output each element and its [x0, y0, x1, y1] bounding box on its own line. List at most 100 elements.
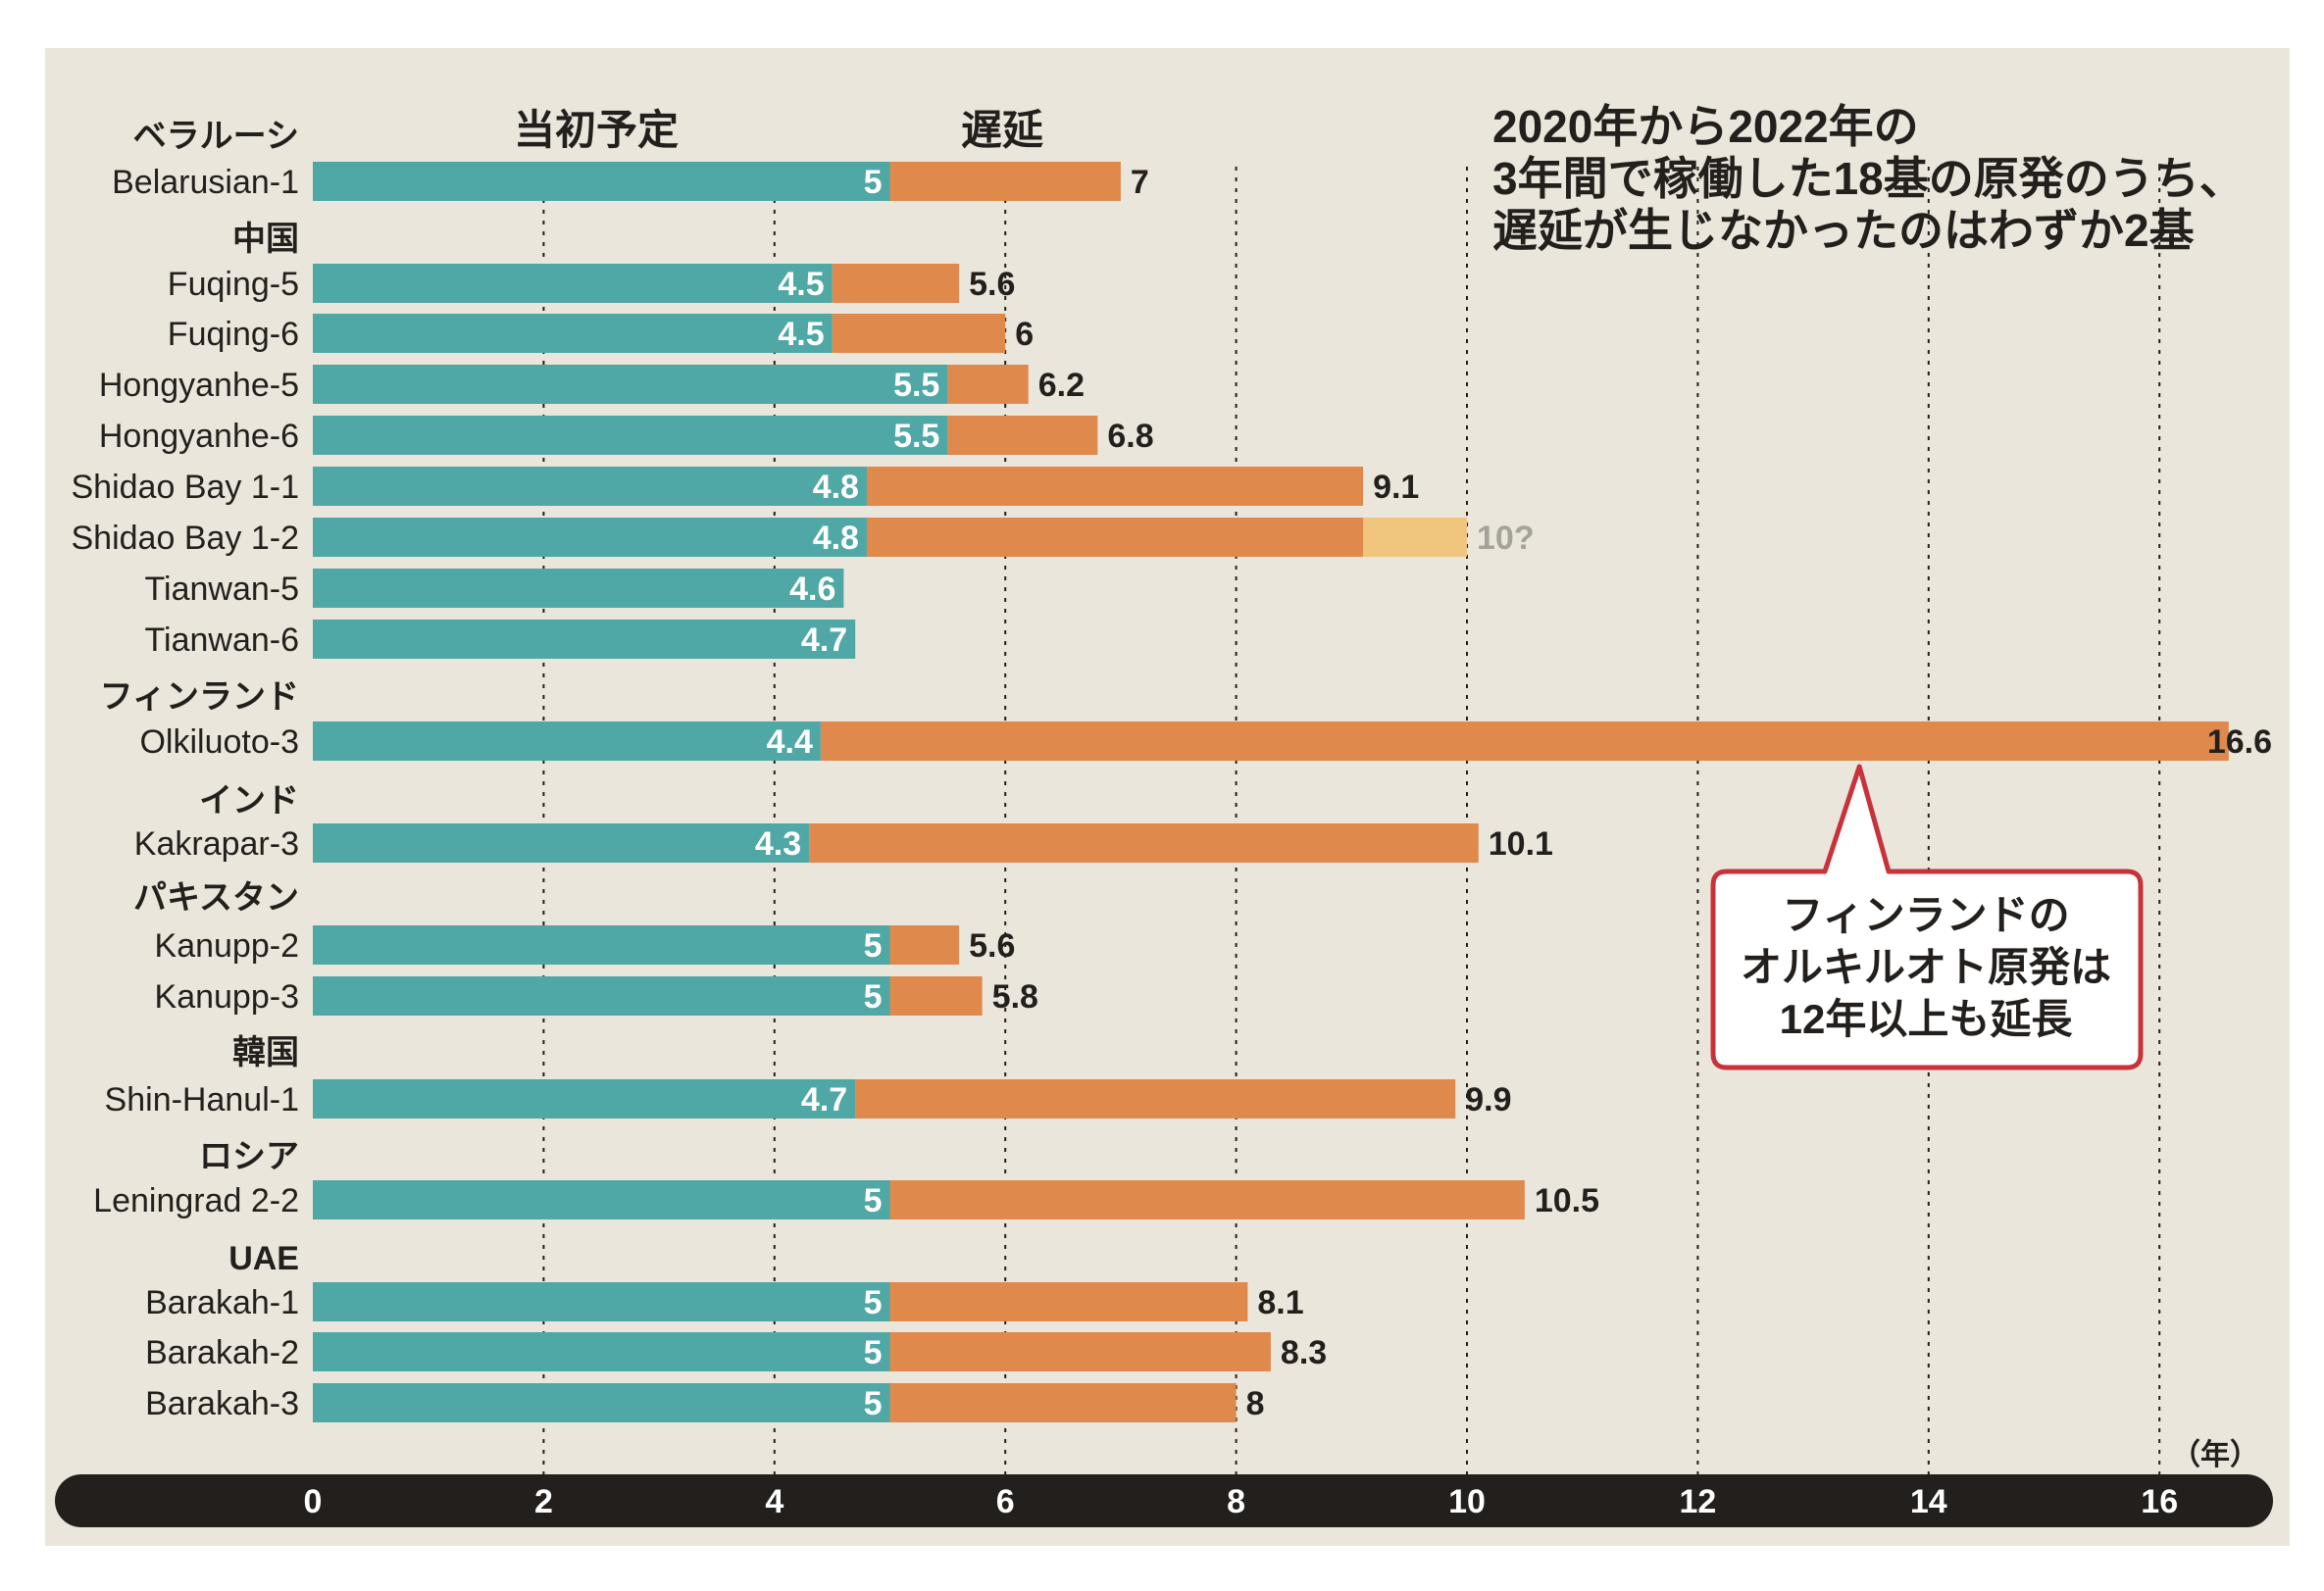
country-label: ベラルーシ [133, 118, 299, 155]
x-tick-label: 4 [765, 1483, 783, 1520]
x-tick-label: 6 [996, 1483, 1015, 1520]
bar-delay [889, 925, 960, 965]
planned-value-label: 4.7 [801, 621, 847, 659]
bar-planned [313, 925, 890, 965]
reactor-label: Hongyanhe-6 [99, 418, 299, 455]
annotation-callout: フィンランドの オルキルオト原発は 12年以上も延長 [1710, 764, 2144, 1070]
planned-value-label: 5 [864, 1284, 883, 1321]
planned-value-label: 4.3 [755, 825, 801, 863]
actual-value-label: 10? [1477, 520, 1535, 557]
reactor-label: Tianwan-6 [145, 621, 299, 659]
planned-value-label: 5 [864, 1385, 883, 1422]
country-label: ロシア [199, 1138, 299, 1175]
actual-value-label: 9.1 [1373, 469, 1419, 506]
actual-value-label: 6 [1015, 316, 1034, 353]
actual-value-label: 5.6 [969, 927, 1015, 965]
planned-value-label: 4.6 [789, 571, 835, 608]
bar-delay [889, 1180, 1525, 1219]
reactor-label: Hongyanhe-5 [99, 367, 299, 404]
reactor-label: Fuqing-5 [168, 266, 299, 303]
reactor-label: Leningrad 2-2 [93, 1182, 299, 1219]
bar-planned [313, 620, 856, 659]
x-tick-label: 10 [1448, 1483, 1486, 1520]
callout-line-2: オルキルオト原発は [1741, 944, 2111, 990]
actual-value-label: 7 [1131, 164, 1149, 201]
bar-delay [866, 518, 1364, 557]
reactor-label: Barakah-1 [145, 1284, 299, 1321]
x-axis-bar [55, 1474, 2273, 1527]
bar-estimated-delay [1363, 518, 1467, 557]
actual-value-label: 16.6 [2207, 723, 2272, 761]
planned-value-label: 4.5 [778, 266, 824, 303]
reactor-label: Fuqing-6 [168, 316, 299, 353]
callout-line-1: フィンランドの [1782, 892, 2069, 938]
chart-title: 2020年から2022年の 3年間で稼働した18基の原発のうち、 遅延が生じなか… [1492, 101, 2245, 256]
actual-value-label: 10.1 [1489, 825, 1553, 863]
bar-planned [313, 1332, 890, 1371]
bar-planned [313, 264, 833, 303]
bar-planned [313, 314, 833, 353]
actual-value-label: 8.3 [1281, 1334, 1327, 1371]
bar-delay [889, 1282, 1248, 1321]
reactor-label: Belarusian-1 [112, 164, 299, 201]
bar-delay [889, 162, 1121, 201]
x-tick-label: 12 [1679, 1483, 1716, 1520]
reactor-label: Shidao Bay 1-1 [72, 469, 300, 506]
planned-value-label: 4.8 [813, 520, 859, 557]
bar-planned [313, 823, 810, 863]
planned-value-label: 5 [864, 927, 883, 965]
bar-planned [313, 721, 821, 761]
actual-value-label: 5.8 [992, 978, 1038, 1016]
actual-value-label: 10.5 [1535, 1182, 1599, 1219]
actual-value-label: 5.6 [969, 266, 1015, 303]
reactor-label: Tianwan-5 [145, 571, 299, 608]
bar-planned [313, 162, 890, 201]
bar-planned [313, 569, 844, 608]
title-line-1: 2020年から2022年の [1492, 101, 1919, 152]
bar-delay [889, 976, 983, 1016]
bar-delay [809, 823, 1479, 863]
country-label: パキスタン [133, 879, 299, 917]
reactor-label: Shidao Bay 1-2 [72, 520, 300, 557]
x-tick-label: 0 [304, 1483, 323, 1520]
actual-value-label: 9.9 [1465, 1081, 1511, 1119]
x-axis-unit: （年） [2171, 1438, 2259, 1471]
reactor-label: Shin-Hanul-1 [105, 1081, 299, 1119]
legend-planned: 当初予定 [514, 107, 679, 153]
reactor-label: Barakah-3 [145, 1385, 299, 1422]
planned-value-label: 5 [864, 978, 883, 1016]
planned-value-label: 5.5 [893, 367, 939, 404]
x-tick-label: 8 [1227, 1483, 1245, 1520]
bar-planned [313, 365, 948, 404]
callout-line-3: 12年以上も延長 [1780, 996, 2074, 1042]
country-label: 韓国 [232, 1034, 299, 1071]
reactor-label: Barakah-2 [145, 1334, 299, 1371]
bar-planned [313, 416, 948, 455]
callout-bubble [1710, 764, 2144, 1070]
bar-delay [855, 1079, 1456, 1119]
reactor-label: Olkiluoto-3 [139, 723, 299, 761]
bar-delay [947, 365, 1029, 404]
bar-planned [313, 467, 867, 506]
planned-value-label: 5.5 [893, 418, 939, 455]
bar-delay [832, 314, 1006, 353]
country-label: 中国 [232, 221, 299, 258]
planned-value-label: 5 [864, 1182, 883, 1219]
reactor-label: Kakrapar-3 [134, 825, 299, 863]
country-label: フィンランド [100, 678, 299, 716]
planned-value-label: 4.4 [767, 723, 813, 761]
bar-delay [947, 416, 1098, 455]
bar-planned [313, 518, 867, 557]
bar-planned [313, 1079, 856, 1119]
bar-delay [820, 721, 2229, 761]
x-tick-label: 2 [534, 1483, 553, 1520]
bar-planned [313, 1383, 890, 1422]
x-tick-label: 14 [1910, 1483, 1947, 1520]
title-line-2: 3年間で稼働した18基の原発のうち、 [1492, 153, 2245, 204]
actual-value-label: 8.1 [1257, 1284, 1303, 1321]
planned-value-label: 5 [864, 1334, 883, 1371]
reactor-label: Kanupp-3 [155, 978, 299, 1016]
bar-planned [313, 976, 890, 1016]
bar-delay [832, 264, 960, 303]
